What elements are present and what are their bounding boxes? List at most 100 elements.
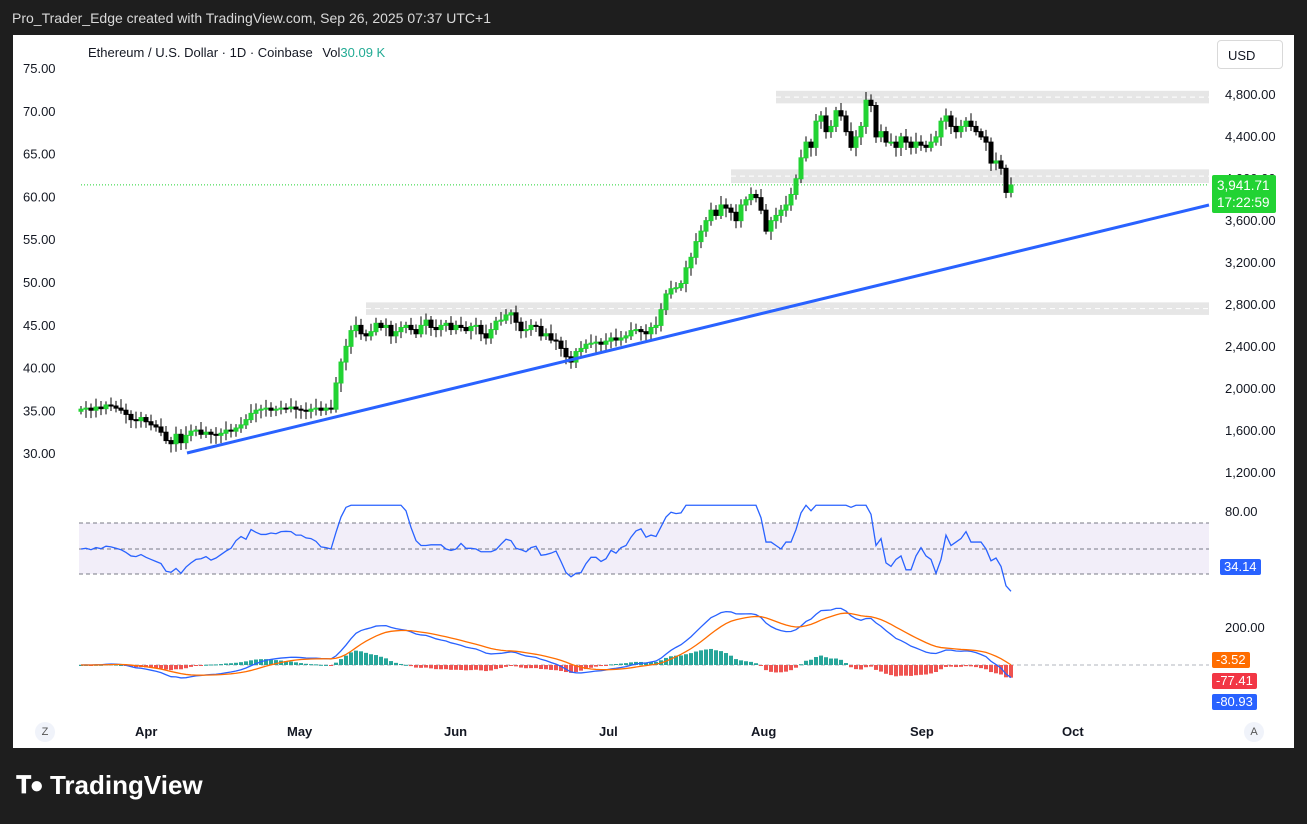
candle-body <box>723 204 729 209</box>
macd-histogram-bar <box>79 665 83 666</box>
candle-body <box>158 426 164 433</box>
macd-histogram-bar <box>654 661 658 665</box>
macd-histogram-bar <box>224 663 228 665</box>
candle-body <box>198 429 204 435</box>
macd-histogram-bar <box>119 664 123 666</box>
rsi-value-badge: 34.14 <box>1220 559 1261 575</box>
candle-body <box>253 409 259 414</box>
candle-body <box>673 287 679 290</box>
macd-histogram-bar <box>334 662 338 665</box>
last-price-value: 3,941.71 <box>1217 178 1270 193</box>
candle-body <box>348 330 354 347</box>
macd-histogram-bar <box>849 665 853 668</box>
candle-body <box>923 144 929 148</box>
time-axis-tick: Oct <box>1062 724 1084 739</box>
candle-body <box>603 340 609 345</box>
macd-histogram-bar <box>339 659 343 665</box>
timezone-z-button[interactable]: Z <box>35 722 55 742</box>
chart-canvas[interactable]: 75.00 70.00 65.00 60.00 55.00 50.00 45.00 40.00… <box>13 35 1294 748</box>
candle-body <box>88 407 94 411</box>
macd-histogram-bar <box>924 665 928 675</box>
candle-body <box>463 326 469 332</box>
brand-name: TradingView <box>49 770 203 800</box>
macd-histogram-bar <box>214 664 218 666</box>
candle-body <box>113 405 119 409</box>
currency-button[interactable]: USD <box>1217 40 1283 69</box>
price-axis-tick: 4,400.00 <box>1225 129 1276 144</box>
price-axis-tick: 1,600.00 <box>1225 423 1276 438</box>
candle-body <box>448 322 454 331</box>
candle-body <box>468 325 474 332</box>
candle-body <box>108 404 114 407</box>
macd-histogram-bar <box>784 665 788 672</box>
macd-histogram-bar <box>804 660 808 665</box>
candle-body <box>518 321 524 332</box>
price-axis-tick: 2,800.00 <box>1225 297 1276 312</box>
macd-histogram-bar <box>629 662 633 665</box>
candle-body <box>328 407 334 410</box>
candle-body <box>858 125 864 138</box>
macd-histogram-bar <box>474 665 478 670</box>
price-axis-tick: 3,600.00 <box>1225 213 1276 228</box>
macd-histogram-bar <box>249 660 253 665</box>
macd-histogram-bar <box>494 665 498 670</box>
candle-body <box>498 319 504 322</box>
candle-body <box>773 214 779 222</box>
candle-body <box>223 429 229 434</box>
macd-histogram-bar <box>174 665 178 670</box>
candle-body <box>298 408 304 411</box>
candle-body <box>408 324 414 331</box>
left-axis-tick: 40.00 <box>23 361 56 376</box>
macd-histogram-bar <box>399 663 403 665</box>
trendline <box>186 203 1210 455</box>
candle-body <box>338 361 344 384</box>
macd-histogram-bar <box>199 665 203 666</box>
candle-body <box>123 409 129 415</box>
macd-histogram-bar <box>359 651 363 665</box>
candle-body <box>403 324 409 328</box>
macd-histogram-bar <box>539 665 543 670</box>
macd-histogram-bar <box>184 665 188 669</box>
macd-histogram-bar <box>164 665 168 670</box>
chart-frame[interactable]: 75.00 70.00 65.00 60.00 55.00 50.00 45.00 40.00… <box>13 35 1294 748</box>
macd-histogram-bar <box>454 665 458 670</box>
candle-body <box>458 324 464 328</box>
macd-histogram-bar <box>489 665 493 671</box>
macd-histogram-bar <box>419 665 423 668</box>
macd-histogram-bar <box>979 665 983 669</box>
auto-scale-button[interactable]: A <box>1244 722 1264 742</box>
macd-histogram-bar <box>799 664 803 666</box>
candle-body <box>303 409 309 412</box>
candle-body <box>413 329 419 335</box>
candle-body <box>918 141 924 146</box>
macd-histogram-bar <box>724 653 728 665</box>
macd-histogram-bar <box>264 659 268 665</box>
candle-body <box>648 326 654 335</box>
macd-histogram-bar <box>994 665 998 674</box>
candle-body <box>808 141 814 148</box>
macd-histogram-bar <box>524 665 528 669</box>
candle-body <box>178 433 184 444</box>
candle-body <box>698 230 704 243</box>
macd-histogram-bar <box>444 665 448 670</box>
macd-histogram-bar <box>999 665 1003 675</box>
candle-body <box>478 324 484 335</box>
candle-body <box>548 333 554 341</box>
candle-body <box>373 322 379 333</box>
symbol-legend: Ethereum / U.S. Dollar · 1D · Coinbase V… <box>88 45 385 60</box>
candle-body <box>783 204 789 211</box>
price-axis-tick: 2,400.00 <box>1225 339 1276 354</box>
macd-histogram-bar <box>839 659 843 665</box>
candle-body <box>238 424 244 429</box>
candle-body <box>393 331 399 337</box>
candle-body <box>968 120 974 127</box>
candle-body <box>748 193 754 201</box>
candle-body <box>433 326 439 331</box>
macd-histogram-bar <box>509 665 513 666</box>
candle-body <box>333 382 339 410</box>
candle-body <box>1008 184 1014 193</box>
candle-body <box>443 322 449 326</box>
macd-histogram-bar <box>244 661 248 665</box>
macd-histogram-bar <box>929 665 933 674</box>
macd-histogram-bar <box>954 665 958 668</box>
